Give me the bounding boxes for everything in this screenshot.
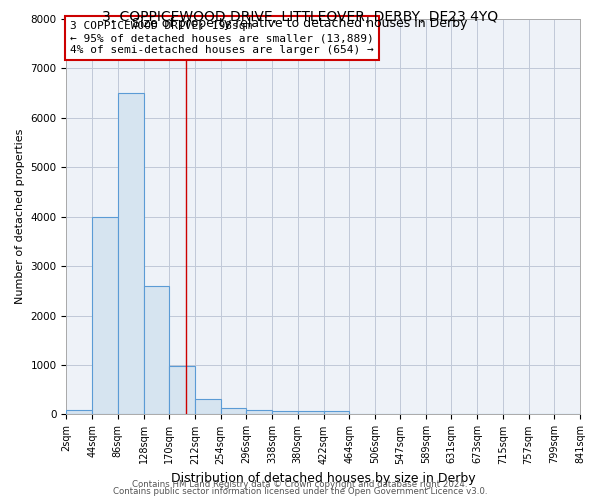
Bar bbox=[298, 412, 323, 414]
Text: 3 COPPICEWOOD DRIVE: 198sqm
← 95% of detached houses are smaller (13,889)
4% of : 3 COPPICEWOOD DRIVE: 198sqm ← 95% of det… bbox=[70, 22, 374, 54]
Bar bbox=[272, 411, 298, 414]
Bar bbox=[143, 286, 169, 414]
Text: Contains public sector information licensed under the Open Government Licence v3: Contains public sector information licen… bbox=[113, 487, 487, 496]
Bar bbox=[247, 410, 272, 414]
Bar bbox=[92, 216, 118, 414]
Bar bbox=[195, 398, 221, 414]
Bar bbox=[323, 412, 349, 414]
Bar bbox=[118, 93, 143, 414]
Text: Size of property relative to detached houses in Derby: Size of property relative to detached ho… bbox=[133, 18, 467, 30]
Text: Contains HM Land Registry data © Crown copyright and database right 2024.: Contains HM Land Registry data © Crown c… bbox=[132, 480, 468, 489]
Text: 3, COPPICEWOOD DRIVE, LITTLEOVER, DERBY, DE23 4YQ: 3, COPPICEWOOD DRIVE, LITTLEOVER, DERBY,… bbox=[102, 10, 498, 24]
Bar bbox=[67, 410, 92, 414]
X-axis label: Distribution of detached houses by size in Derby: Distribution of detached houses by size … bbox=[171, 472, 476, 485]
Y-axis label: Number of detached properties: Number of detached properties bbox=[15, 129, 25, 304]
Bar bbox=[221, 408, 247, 414]
Bar bbox=[169, 366, 195, 414]
